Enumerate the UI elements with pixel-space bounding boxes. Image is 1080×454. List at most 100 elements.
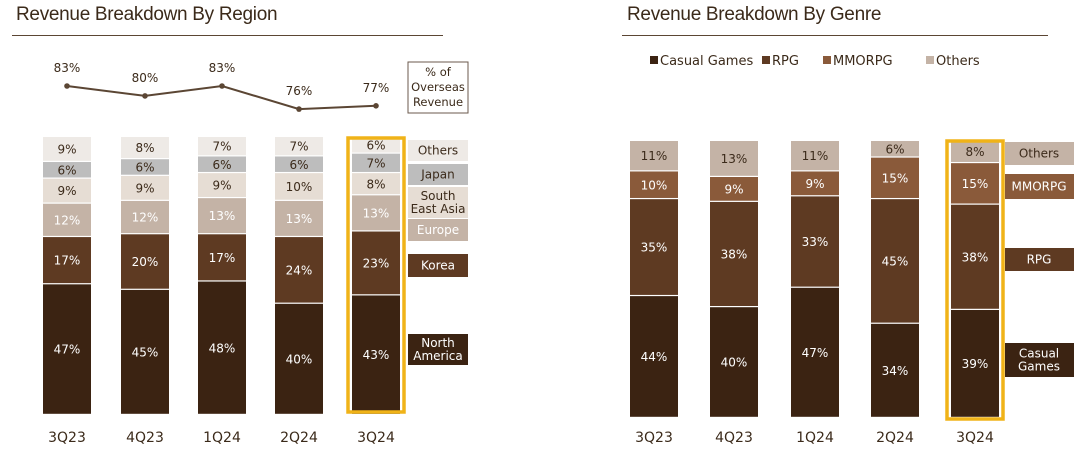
overseas-revenue-label-3Q23: 83% [54, 61, 81, 75]
region-bar-europe-1Q24 [198, 198, 246, 234]
region-bar-south-east-asia-3Q23 [43, 178, 91, 203]
region-legend-swatch-japan [408, 164, 468, 185]
region-bar-north-america-3Q23 [43, 284, 91, 414]
region-bar-label: 6% [366, 138, 385, 152]
genre-top-legend-swatch-mmorpg [823, 56, 831, 64]
genre-x-tick-3Q23: 3Q23 [635, 430, 673, 446]
genre-bar-rpg-3Q24 [951, 204, 999, 309]
genre-legend-label-others: Others [1019, 147, 1059, 161]
genre-bar-mmorpg-3Q23 [630, 171, 678, 198]
region-bar-japan-3Q23 [43, 162, 91, 178]
region-bar-label: 47% [54, 343, 81, 357]
genre-bar-mmorpg-1Q24 [791, 171, 839, 196]
region-bar-label: 10% [286, 180, 313, 194]
region-bar-south-east-asia-1Q24 [198, 173, 246, 197]
genre-top-legend-label-others: Others [936, 54, 980, 69]
region-x-tick-4Q23: 4Q23 [126, 430, 164, 446]
region-bar-europe-3Q24 [352, 195, 400, 231]
overseas-revenue-legend-text: Revenue [413, 95, 463, 109]
overseas-revenue-point-4Q23 [142, 93, 148, 99]
region-bar-korea-3Q24 [352, 231, 400, 295]
region-bar-label: 45% [132, 345, 159, 359]
region-bar-label: 7% [366, 156, 385, 170]
genre-top-legend-swatch-rpg [762, 56, 770, 64]
region-bar-japan-2Q24 [275, 156, 323, 172]
region-bar-korea-3Q23 [43, 237, 91, 284]
genre-legend-swatch-casual-games [1005, 343, 1074, 377]
region-bar-label: 48% [209, 341, 236, 355]
genre-x-tick-4Q23: 4Q23 [715, 430, 753, 446]
genre-bar-label: 38% [721, 248, 748, 262]
genre-bar-label: 44% [641, 350, 668, 364]
region-bar-label: 6% [212, 158, 231, 172]
region-bar-south-east-asia-3Q24 [352, 173, 400, 195]
genre-highlight-box [945, 139, 1005, 421]
genre-bar-label: 45% [882, 254, 909, 268]
overseas-revenue-point-3Q24 [373, 103, 379, 109]
region-bar-japan-1Q24 [198, 156, 246, 172]
region-legend-label-north-america: North [421, 336, 455, 350]
region-bar-others-3Q23 [43, 137, 91, 161]
region-bar-japan-3Q24 [352, 153, 400, 172]
genre-bar-label: 11% [641, 149, 668, 163]
genre-legend-label-rpg: RPG [1027, 253, 1052, 267]
region-bar-label: 12% [54, 213, 81, 227]
overseas-revenue-point-3Q23 [64, 83, 70, 89]
region-legend-swatch-europe [408, 219, 468, 241]
genre-bar-casual-games-3Q24 [951, 309, 999, 417]
genre-bar-label: 9% [805, 177, 824, 191]
genre-bar-others-3Q23 [630, 141, 678, 171]
genre-bar-others-4Q23 [710, 141, 758, 176]
genre-bar-casual-games-3Q23 [630, 296, 678, 417]
region-legend-swatch-others [408, 140, 468, 161]
overseas-revenue-label-3Q24: 77% [363, 81, 390, 95]
region-highlight-box [346, 136, 406, 414]
region-bar-label: 9% [57, 184, 76, 198]
region-legend-swatch-north-america [408, 334, 468, 365]
overseas-revenue-legend-box [407, 61, 469, 114]
overseas-revenue-legend-text: % of [425, 65, 452, 79]
genre-x-tick-1Q24: 1Q24 [796, 430, 834, 446]
region-bar-label: 9% [135, 181, 154, 195]
region-bar-label: 20% [132, 255, 159, 269]
genre-bar-casual-games-2Q24 [871, 323, 919, 417]
genre-bar-label: 38% [962, 250, 989, 264]
overseas-revenue-point-1Q24 [219, 83, 225, 89]
region-bar-label: 7% [289, 140, 308, 154]
region-legend-label-south-east-asia: South [421, 189, 456, 203]
genre-bar-label: 33% [802, 235, 829, 249]
genre-bar-label: 9% [724, 182, 743, 196]
region-chart: 47% 17% 12% 9% 6% 9% 3Q23 45% 20% 12% 9% 6% 8% 4Q23 48… [43, 61, 469, 446]
region-bar-north-america-2Q24 [275, 303, 323, 414]
genre-bar-others-1Q24 [791, 141, 839, 171]
region-title-rule [12, 35, 443, 36]
genre-chart: 44% 35% 10% 11% 3Q23 40% 38% 9% 13% 4Q23 47% 33% 9% 1… [630, 54, 1074, 446]
genre-legend-label-mmorpg: MMORPG [1011, 180, 1066, 194]
region-bar-label: 12% [132, 211, 159, 225]
genre-title-rule [622, 35, 1048, 36]
overseas-revenue-legend-text: Overseas [411, 80, 465, 94]
region-bar-south-east-asia-4Q23 [121, 175, 169, 200]
region-bar-europe-4Q23 [121, 200, 169, 234]
region-bar-europe-2Q24 [275, 200, 323, 236]
region-bar-label: 9% [212, 179, 231, 193]
region-legend-label-south-east-asia: East Asia [411, 202, 466, 216]
genre-bar-label: 35% [641, 241, 668, 255]
genre-legend-swatch-rpg [1005, 248, 1074, 271]
region-bar-label: 23% [363, 256, 390, 270]
region-x-tick-2Q24: 2Q24 [280, 430, 318, 446]
region-bar-label: 17% [209, 251, 236, 265]
region-bar-label: 40% [286, 352, 313, 366]
region-legend-label-europe: Europe [417, 223, 459, 237]
region-bar-others-3Q24 [352, 137, 400, 153]
region-bar-korea-4Q23 [121, 234, 169, 289]
genre-legend-swatch-others [1005, 142, 1074, 165]
genre-bar-label: 10% [641, 178, 668, 192]
genre-bar-label: 13% [721, 152, 748, 166]
overseas-revenue-label-2Q24: 76% [286, 84, 313, 98]
region-legend-swatch-korea [408, 254, 468, 277]
genre-legend-label-casual-games: Casual [1019, 347, 1059, 361]
overseas-revenue-label-1Q24: 83% [209, 61, 236, 75]
region-bar-label: 43% [363, 348, 390, 362]
